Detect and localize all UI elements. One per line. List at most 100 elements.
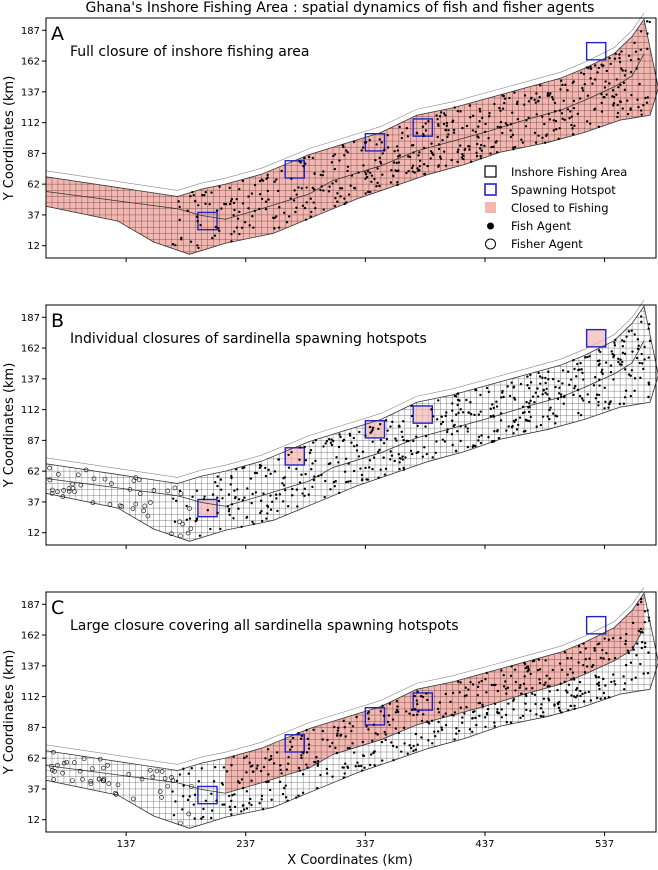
fish-agent <box>379 468 382 471</box>
fish-agent <box>611 352 614 356</box>
fish-agent <box>502 685 506 688</box>
fish-agent <box>577 368 580 372</box>
fish-agent <box>192 803 195 806</box>
fish-agent <box>181 795 185 798</box>
fish-agent <box>644 641 647 645</box>
fish-agent <box>333 167 337 171</box>
fish-agent <box>638 361 641 365</box>
fish-agent <box>343 726 346 729</box>
closed-area <box>46 19 658 255</box>
fish-agent <box>355 444 359 447</box>
fish-agent <box>461 411 465 414</box>
fish-agent <box>311 485 314 489</box>
y-tick-label: 112 <box>21 692 40 703</box>
fish-agent <box>287 756 290 759</box>
fish-agent <box>549 406 552 409</box>
fish-agent <box>381 704 384 708</box>
fisher-agent <box>55 489 60 495</box>
fish-agent <box>410 414 414 418</box>
fish-agent <box>442 150 446 153</box>
fish-agent <box>457 729 461 733</box>
fish-agent <box>393 459 396 463</box>
fish-agent <box>232 755 235 759</box>
fish-agent <box>409 449 413 453</box>
fish-agent <box>385 437 389 441</box>
fisher-agent <box>178 491 184 496</box>
fish-agent <box>243 466 246 469</box>
fish-agent <box>346 165 350 169</box>
fish-agent <box>202 807 205 811</box>
fish-agent <box>625 335 628 338</box>
fish-agent <box>516 423 520 427</box>
fish-agent <box>622 81 626 85</box>
fish-agent <box>483 130 487 133</box>
fish-agent <box>200 817 203 820</box>
fish-agent <box>438 115 442 118</box>
fish-agent <box>416 690 419 693</box>
fish-agent <box>575 687 579 690</box>
y-tick-label: 112 <box>21 118 40 129</box>
fish-agent <box>584 356 587 359</box>
fish-agent <box>325 767 329 771</box>
fish-agent <box>477 439 480 442</box>
fish-agent <box>444 723 448 727</box>
fish-agent <box>453 711 457 714</box>
fish-agent <box>309 197 312 200</box>
fish-agent <box>360 478 364 482</box>
fisher-agent <box>180 521 185 527</box>
fish-agent <box>609 370 613 374</box>
fish-agent <box>234 468 238 471</box>
fish-agent <box>641 631 644 634</box>
fish-agent <box>566 657 569 660</box>
fish-agent <box>502 673 505 677</box>
fish-agent <box>603 86 607 89</box>
axes-frame <box>45 17 657 259</box>
fish-agent <box>614 338 617 342</box>
fish-agent <box>612 673 615 676</box>
fish-agent <box>447 133 450 136</box>
fisher-agent <box>139 776 145 782</box>
fisher-agents <box>47 465 194 539</box>
fish-agent <box>311 441 315 444</box>
fish-agent <box>273 180 276 183</box>
fisher-agent <box>88 778 94 784</box>
fish-agent <box>227 493 231 496</box>
fish-agent <box>569 704 573 708</box>
fish-agent <box>556 397 560 401</box>
fish-agent <box>259 499 263 502</box>
fish-agent <box>480 434 483 437</box>
fish-agent <box>645 101 649 104</box>
fish-agent <box>260 798 263 801</box>
fish-agent <box>452 128 456 132</box>
fish-agent <box>316 786 319 790</box>
fish-agent <box>639 630 642 634</box>
fish-agent <box>639 627 643 631</box>
fish-agent <box>302 164 305 168</box>
fish-agent <box>629 374 632 377</box>
fish-agent <box>523 411 526 414</box>
fisher-agent <box>61 488 66 493</box>
fish-agent <box>541 415 545 418</box>
fish-agent <box>396 155 400 158</box>
fish-agent <box>195 489 199 492</box>
fish-agent <box>624 642 627 646</box>
fisher-agent <box>51 749 56 755</box>
fish-agent <box>407 155 410 158</box>
fish-agent <box>221 803 224 806</box>
fish-agent <box>533 98 536 102</box>
fish-agent <box>548 397 551 400</box>
legend-marker <box>485 238 496 250</box>
fish-agent <box>545 133 549 136</box>
fish-agent <box>352 445 356 448</box>
fish-agent <box>418 151 421 154</box>
fish-agent <box>444 128 447 132</box>
inshore-area-outline <box>45 305 658 542</box>
fish-agent <box>304 472 307 476</box>
fish-agent <box>471 129 475 132</box>
fish-agent <box>442 715 445 718</box>
fish-agent <box>372 456 376 459</box>
fish-agent <box>197 246 200 250</box>
legend-marker <box>484 165 497 178</box>
fish-agent <box>430 408 433 411</box>
